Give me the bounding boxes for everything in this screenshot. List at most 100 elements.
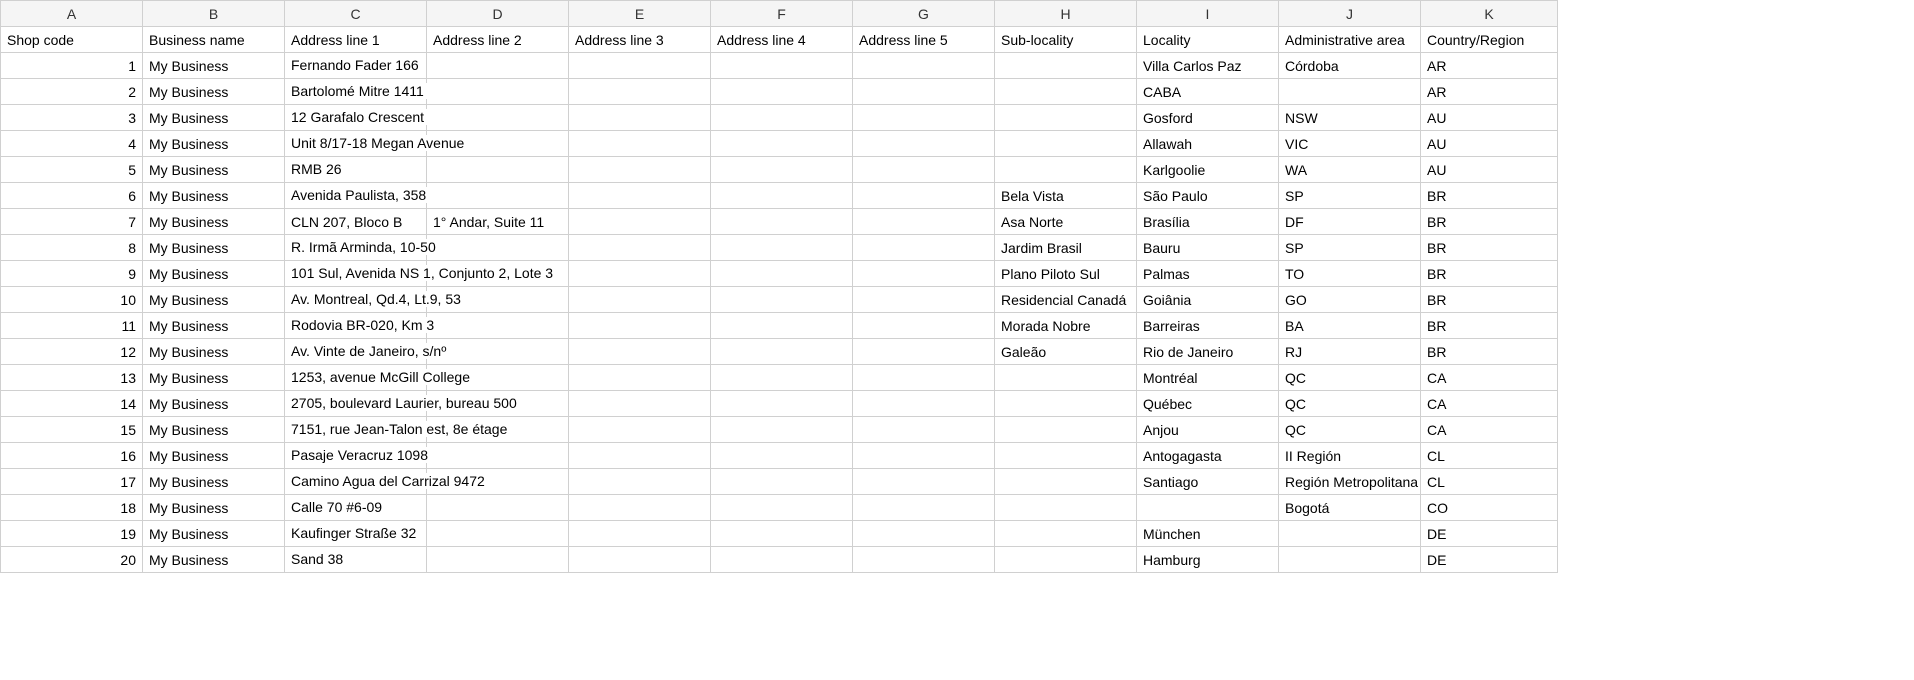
cell-C-21[interactable]: Sand 38 <box>285 547 427 573</box>
cell-B-17[interactable]: My Business <box>143 443 285 469</box>
cell-E-17[interactable] <box>569 443 711 469</box>
cell-B-7[interactable]: My Business <box>143 183 285 209</box>
cell-C-19[interactable]: Calle 70 #6-09 <box>285 495 427 521</box>
cell-K-18[interactable]: CL <box>1421 469 1558 495</box>
header-cell-D[interactable]: Address line 2 <box>427 27 569 53</box>
cell-I-21[interactable]: Hamburg <box>1137 547 1279 573</box>
cell-G-21[interactable] <box>853 547 995 573</box>
cell-F-21[interactable] <box>711 547 853 573</box>
cell-A-6[interactable]: 5 <box>1 157 143 183</box>
cell-H-17[interactable] <box>995 443 1137 469</box>
cell-B-11[interactable]: My Business <box>143 287 285 313</box>
cell-K-9[interactable]: BR <box>1421 235 1558 261</box>
cell-D-2[interactable] <box>427 53 569 79</box>
cell-G-16[interactable] <box>853 417 995 443</box>
cell-A-2[interactable]: 1 <box>1 53 143 79</box>
cell-F-10[interactable] <box>711 261 853 287</box>
cell-I-15[interactable]: Québec <box>1137 391 1279 417</box>
cell-A-9[interactable]: 8 <box>1 235 143 261</box>
cell-E-8[interactable] <box>569 209 711 235</box>
cell-E-12[interactable] <box>569 313 711 339</box>
cell-A-15[interactable]: 14 <box>1 391 143 417</box>
cell-J-7[interactable]: SP <box>1279 183 1421 209</box>
cell-B-16[interactable]: My Business <box>143 417 285 443</box>
cell-G-18[interactable] <box>853 469 995 495</box>
cell-J-6[interactable]: WA <box>1279 157 1421 183</box>
cell-J-5[interactable]: VIC <box>1279 131 1421 157</box>
cell-J-20[interactable] <box>1279 521 1421 547</box>
cell-I-20[interactable]: München <box>1137 521 1279 547</box>
cell-J-13[interactable]: RJ <box>1279 339 1421 365</box>
cell-F-15[interactable] <box>711 391 853 417</box>
cell-A-16[interactable]: 15 <box>1 417 143 443</box>
cell-D-7[interactable] <box>427 183 569 209</box>
cell-H-5[interactable] <box>995 131 1137 157</box>
cell-D-8[interactable]: 1° Andar, Suite 11 <box>427 209 569 235</box>
cell-F-9[interactable] <box>711 235 853 261</box>
cell-E-16[interactable] <box>569 417 711 443</box>
cell-G-6[interactable] <box>853 157 995 183</box>
cell-D-12[interactable] <box>427 313 569 339</box>
cell-G-13[interactable] <box>853 339 995 365</box>
cell-C-8[interactable]: CLN 207, Bloco B <box>285 209 427 235</box>
cell-K-10[interactable]: BR <box>1421 261 1558 287</box>
cell-C-11[interactable]: Av. Montreal, Qd.4, Lt.9, 53 <box>285 287 427 313</box>
cell-B-19[interactable]: My Business <box>143 495 285 521</box>
cell-E-4[interactable] <box>569 105 711 131</box>
cell-B-15[interactable]: My Business <box>143 391 285 417</box>
cell-H-21[interactable] <box>995 547 1137 573</box>
cell-K-8[interactable]: BR <box>1421 209 1558 235</box>
spreadsheet[interactable]: A B C D E F G H I J K Shop codeBusiness … <box>0 0 1558 573</box>
cell-B-9[interactable]: My Business <box>143 235 285 261</box>
cell-H-15[interactable] <box>995 391 1137 417</box>
cell-J-21[interactable] <box>1279 547 1421 573</box>
cell-F-8[interactable] <box>711 209 853 235</box>
cell-H-6[interactable] <box>995 157 1137 183</box>
cell-J-18[interactable]: Región Metropolitana <box>1279 469 1421 495</box>
cell-C-18[interactable]: Camino Agua del Carrizal 9472 <box>285 469 427 495</box>
cell-E-14[interactable] <box>569 365 711 391</box>
cell-E-18[interactable] <box>569 469 711 495</box>
cell-G-7[interactable] <box>853 183 995 209</box>
cell-H-11[interactable]: Residencial Canadá <box>995 287 1137 313</box>
cell-C-10[interactable]: 101 Sul, Avenida NS 1, Conjunto 2, Lote … <box>285 261 427 287</box>
cell-K-2[interactable]: AR <box>1421 53 1558 79</box>
cell-B-6[interactable]: My Business <box>143 157 285 183</box>
cell-K-6[interactable]: AU <box>1421 157 1558 183</box>
header-cell-A[interactable]: Shop code <box>1 27 143 53</box>
cell-I-17[interactable]: Antogagasta <box>1137 443 1279 469</box>
header-cell-I[interactable]: Locality <box>1137 27 1279 53</box>
cell-D-9[interactable] <box>427 235 569 261</box>
cell-I-16[interactable]: Anjou <box>1137 417 1279 443</box>
cell-E-5[interactable] <box>569 131 711 157</box>
col-header-C[interactable]: C <box>285 1 427 27</box>
header-cell-B[interactable]: Business name <box>143 27 285 53</box>
cell-K-4[interactable]: AU <box>1421 105 1558 131</box>
cell-C-3[interactable]: Bartolomé Mitre 1411 <box>285 79 427 105</box>
cell-F-5[interactable] <box>711 131 853 157</box>
cell-D-4[interactable] <box>427 105 569 131</box>
cell-E-10[interactable] <box>569 261 711 287</box>
cell-G-10[interactable] <box>853 261 995 287</box>
cell-H-12[interactable]: Morada Nobre <box>995 313 1137 339</box>
cell-I-9[interactable]: Bauru <box>1137 235 1279 261</box>
cell-D-3[interactable] <box>427 79 569 105</box>
col-header-E[interactable]: E <box>569 1 711 27</box>
cell-F-16[interactable] <box>711 417 853 443</box>
cell-G-15[interactable] <box>853 391 995 417</box>
cell-B-13[interactable]: My Business <box>143 339 285 365</box>
cell-D-17[interactable] <box>427 443 569 469</box>
col-header-A[interactable]: A <box>1 1 143 27</box>
cell-A-14[interactable]: 13 <box>1 365 143 391</box>
cell-A-11[interactable]: 10 <box>1 287 143 313</box>
cell-E-7[interactable] <box>569 183 711 209</box>
header-cell-K[interactable]: Country/Region <box>1421 27 1558 53</box>
cell-D-21[interactable] <box>427 547 569 573</box>
cell-H-19[interactable] <box>995 495 1137 521</box>
cell-G-3[interactable] <box>853 79 995 105</box>
cell-A-3[interactable]: 2 <box>1 79 143 105</box>
cell-C-9[interactable]: R. Irmã Arminda, 10-50 <box>285 235 427 261</box>
cell-G-9[interactable] <box>853 235 995 261</box>
cell-C-12[interactable]: Rodovia BR-020, Km 3 <box>285 313 427 339</box>
cell-C-16[interactable]: 7151, rue Jean-Talon est, 8e étage <box>285 417 427 443</box>
